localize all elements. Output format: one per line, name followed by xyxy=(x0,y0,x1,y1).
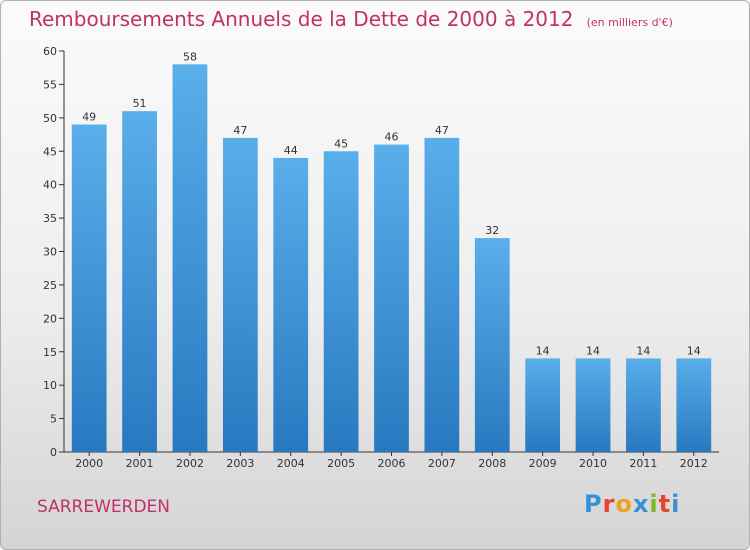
bar xyxy=(525,358,561,452)
x-tick-label: 2006 xyxy=(378,457,406,470)
bar xyxy=(222,137,258,452)
bar-value-label: 51 xyxy=(133,97,147,110)
logo-letter: P xyxy=(584,490,603,518)
bar xyxy=(374,144,409,453)
y-tick-label: 55 xyxy=(43,78,57,91)
bar xyxy=(71,124,107,453)
y-tick-label: 35 xyxy=(43,212,57,225)
bar-value-label: 32 xyxy=(485,224,499,237)
x-tick-label: 2003 xyxy=(226,457,254,470)
bar-value-label: 47 xyxy=(233,124,247,137)
x-tick-label: 2004 xyxy=(277,457,305,470)
chart-title: Remboursements Annuels de la Dette de 20… xyxy=(29,7,673,31)
y-tick-label: 60 xyxy=(43,45,57,58)
y-tick-label: 20 xyxy=(43,312,57,325)
y-tick-label: 40 xyxy=(43,179,57,192)
logo-letter: x xyxy=(632,490,650,518)
y-tick-label: 5 xyxy=(50,413,57,426)
bar-value-label: 14 xyxy=(586,344,600,357)
bar xyxy=(273,157,309,452)
bar xyxy=(575,358,611,452)
bar xyxy=(676,358,712,452)
bar xyxy=(424,137,460,452)
bar-value-label: 47 xyxy=(435,124,449,137)
bar-value-label: 14 xyxy=(536,344,550,357)
x-tick-label: 2012 xyxy=(680,457,708,470)
bar-value-label: 44 xyxy=(284,144,298,157)
bar xyxy=(474,238,510,452)
x-tick-label: 2002 xyxy=(176,457,204,470)
x-tick-label: 2007 xyxy=(428,457,456,470)
x-tick-label: 2001 xyxy=(126,457,154,470)
y-tick-label: 0 xyxy=(50,446,57,459)
bar xyxy=(323,151,359,452)
y-tick-label: 50 xyxy=(43,112,57,125)
proxiti-logo: Proxiti xyxy=(584,490,680,518)
chart-title-main: Remboursements Annuels de la Dette de 20… xyxy=(29,7,574,31)
y-tick-label: 15 xyxy=(43,346,57,359)
y-tick-label: 25 xyxy=(43,279,57,292)
logo-letter: i xyxy=(671,490,681,518)
chart-axes: 0 5 10 15 20 25 30 35 40 45 50 55 60 2000 2001 2002 2003… xyxy=(43,45,719,470)
bar-value-label: 58 xyxy=(183,50,197,63)
x-tick-label: 2011 xyxy=(629,457,657,470)
bar xyxy=(626,358,661,452)
logo-letter: o xyxy=(615,490,633,518)
logo-letter: i xyxy=(649,490,659,518)
logo-letter: t xyxy=(658,490,672,518)
x-tick-label: 2009 xyxy=(529,457,557,470)
bar-value-label: 45 xyxy=(334,137,348,150)
x-tick-label: 2008 xyxy=(478,457,506,470)
y-tick-label: 30 xyxy=(43,246,57,259)
bar xyxy=(172,64,208,452)
y-tick-label: 45 xyxy=(43,145,57,158)
bar-value-label: 49 xyxy=(82,111,96,124)
commune-name: SARREWERDEN xyxy=(37,497,171,517)
bar xyxy=(122,111,157,453)
logo-letter: r xyxy=(602,490,616,518)
y-tick-label: 10 xyxy=(43,379,57,392)
bar-value-label: 46 xyxy=(385,131,399,144)
x-tick-label: 2000 xyxy=(75,457,103,470)
bar-value-label: 14 xyxy=(687,344,701,357)
chart-title-unit: (en milliers d'€) xyxy=(586,16,673,29)
chart-bars: 49 51 58 47 44 45 46 47 32 14 14 14 14 xyxy=(71,50,712,453)
bar-value-label: 14 xyxy=(636,344,650,357)
x-tick-label: 2005 xyxy=(327,457,355,470)
x-tick-label: 2010 xyxy=(579,457,607,470)
